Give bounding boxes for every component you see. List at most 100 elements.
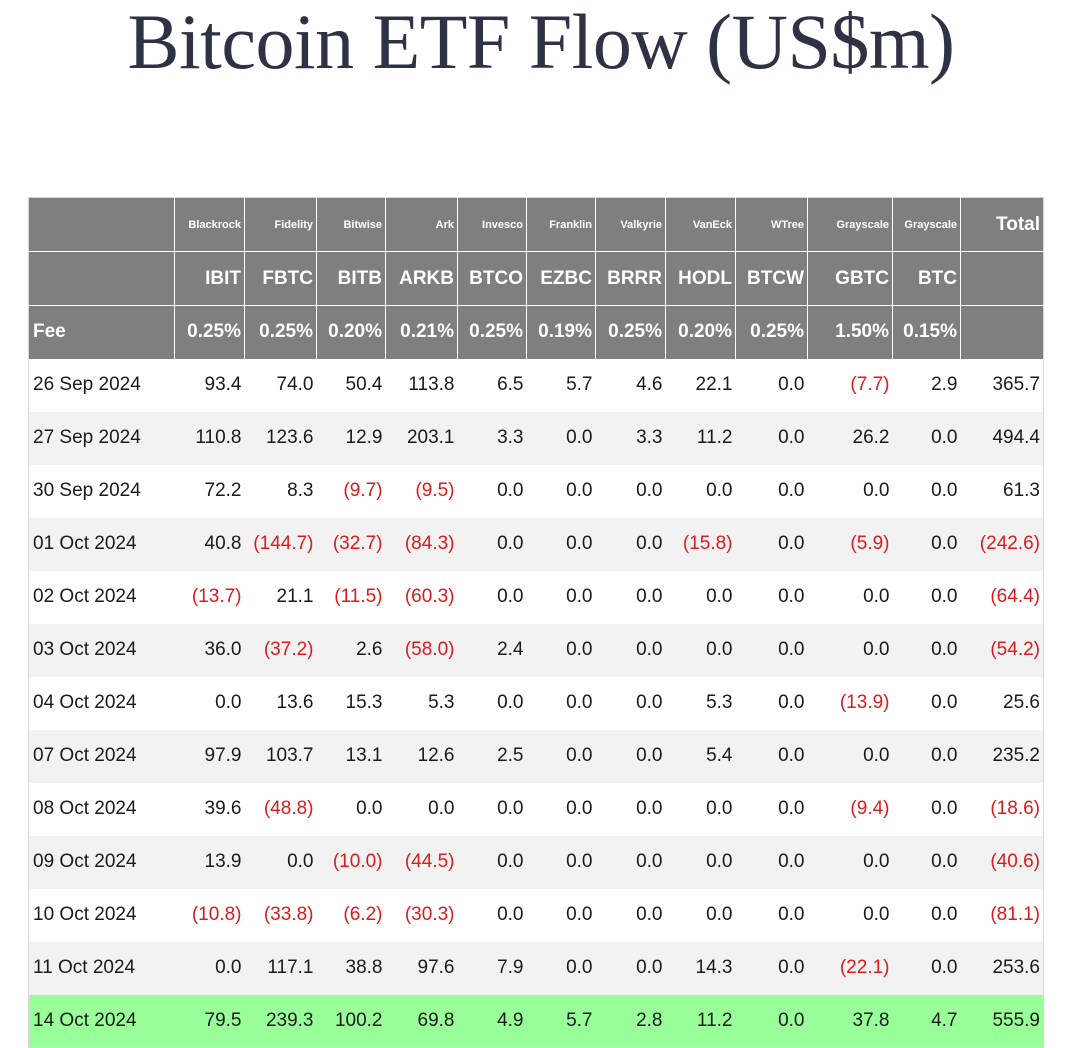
date-cell: 27 Sep 2024: [28, 411, 175, 465]
flow-cell: 36.0: [174, 623, 245, 677]
total-cell: 25.6: [960, 676, 1044, 730]
blank-header-cell: [960, 305, 1044, 359]
flow-cell: 0.0: [735, 570, 808, 624]
ticker-cell: BITB: [316, 251, 386, 306]
flow-cell: 0.0: [526, 464, 596, 518]
provider-header-row: Blackrock Fidelity Bitwise Ark Invesco F…: [28, 197, 1044, 252]
flow-cell: 0.0: [735, 623, 808, 677]
provider-cell: Blackrock: [174, 197, 245, 252]
flow-cell: 0.0: [665, 782, 736, 836]
flow-cell: 3.3: [595, 411, 666, 465]
flow-cell: (10.0): [316, 835, 386, 889]
flow-cell: 4.6: [595, 358, 666, 412]
date-cell: 01 Oct 2024: [28, 517, 175, 571]
flow-cell: (7.7): [807, 358, 893, 412]
flow-cell: 8.3: [244, 464, 317, 518]
fee-cell: 0.25%: [174, 305, 245, 359]
date-cell: 09 Oct 2024: [28, 835, 175, 889]
flow-cell: (32.7): [316, 517, 386, 571]
flow-cell: 0.0: [526, 888, 596, 942]
ticker-header-row: IBIT FBTC BITB ARKB BTCO EZBC BRRR HODL …: [28, 251, 1044, 306]
flow-cell: 203.1: [385, 411, 458, 465]
table-row: 01 Oct 2024 40.8 (144.7) (32.7) (84.3) 0.0 0.0…: [28, 517, 1044, 571]
flow-cell: 50.4: [316, 358, 386, 412]
flow-cell: 0.0: [526, 676, 596, 730]
ticker-cell: HODL: [665, 251, 736, 306]
flow-cell: 0.0: [735, 517, 808, 571]
ticker-cell: BTCW: [735, 251, 808, 306]
flow-cell: 0.0: [892, 835, 961, 889]
flow-cell: (6.2): [316, 888, 386, 942]
total-cell: (64.4): [960, 570, 1044, 624]
total-cell: 555.9: [960, 994, 1044, 1048]
flow-cell: 0.0: [892, 517, 961, 571]
flow-cell: 0.0: [735, 676, 808, 730]
flow-cell: 0.0: [526, 729, 596, 783]
ticker-cell: BTCO: [457, 251, 527, 306]
total-cell: (18.6): [960, 782, 1044, 836]
flow-cell: (15.8): [665, 517, 736, 571]
flow-cell: 0.0: [595, 941, 666, 995]
table-row: 09 Oct 2024 13.9 0.0 (10.0) (44.5) 0.0 0.0 0.0 0…: [28, 835, 1044, 889]
flow-cell: 2.5: [457, 729, 527, 783]
provider-cell: Grayscale: [892, 197, 961, 252]
flow-cell: 0.0: [892, 411, 961, 465]
flow-cell: 69.8: [385, 994, 458, 1048]
flow-cell: 13.1: [316, 729, 386, 783]
flow-cell: 0.0: [735, 358, 808, 412]
date-cell: 08 Oct 2024: [28, 782, 175, 836]
flow-cell: 2.6: [316, 623, 386, 677]
flow-cell: 0.0: [595, 782, 666, 836]
flow-cell: (9.5): [385, 464, 458, 518]
date-cell: 26 Sep 2024: [28, 358, 175, 412]
flow-cell: (84.3): [385, 517, 458, 571]
flow-cell: 0.0: [892, 464, 961, 518]
flow-cell: 123.6: [244, 411, 317, 465]
flow-cell: 0.0: [735, 411, 808, 465]
total-header: Total: [960, 197, 1044, 252]
flow-cell: 2.8: [595, 994, 666, 1048]
flow-cell: (9.7): [316, 464, 386, 518]
table-row: 30 Sep 2024 72.2 8.3 (9.7) (9.5) 0.0 0.0 0.0 0.0…: [28, 464, 1044, 518]
flow-cell: 22.1: [665, 358, 736, 412]
flow-cell: 0.0: [457, 517, 527, 571]
provider-cell: Franklin: [526, 197, 596, 252]
flow-cell: (33.8): [244, 888, 317, 942]
blank-header-cell: [28, 197, 175, 252]
flow-cell: 97.6: [385, 941, 458, 995]
flow-cell: 26.2: [807, 411, 893, 465]
flow-cell: 0.0: [595, 729, 666, 783]
flow-cell: 0.0: [735, 729, 808, 783]
table-row: 02 Oct 2024 (13.7) 21.1 (11.5) (60.3) 0.0 0.0 0…: [28, 570, 1044, 624]
flow-cell: (48.8): [244, 782, 317, 836]
date-cell: 07 Oct 2024: [28, 729, 175, 783]
flow-cell: 5.4: [665, 729, 736, 783]
flow-cell: 0.0: [665, 835, 736, 889]
flow-cell: 7.9: [457, 941, 527, 995]
total-cell: 253.6: [960, 941, 1044, 995]
flow-cell: 117.1: [244, 941, 317, 995]
flow-cell: 0.0: [595, 570, 666, 624]
flow-cell: (144.7): [244, 517, 317, 571]
flow-cell: 6.5: [457, 358, 527, 412]
flow-cell: 0.0: [595, 835, 666, 889]
ticker-cell: BRRR: [595, 251, 666, 306]
flow-cell: 0.0: [735, 994, 808, 1048]
flow-cell: 12.9: [316, 411, 386, 465]
table-row: 27 Sep 2024 110.8 123.6 12.9 203.1 3.3 0.0 3.3 1…: [28, 411, 1044, 465]
flow-cell: 0.0: [892, 729, 961, 783]
flow-cell: 0.0: [735, 835, 808, 889]
date-cell: 04 Oct 2024: [28, 676, 175, 730]
flow-cell: 15.3: [316, 676, 386, 730]
flow-cell: 13.9: [174, 835, 245, 889]
total-cell: 365.7: [960, 358, 1044, 412]
flow-cell: (13.7): [174, 570, 245, 624]
flow-cell: 113.8: [385, 358, 458, 412]
flow-cell: (60.3): [385, 570, 458, 624]
flow-cell: 0.0: [892, 888, 961, 942]
flow-cell: (22.1): [807, 941, 893, 995]
flow-cell: 74.0: [244, 358, 317, 412]
table-row: 14 Oct 2024 79.5 239.3 100.2 69.8 4.9 5.7 2.8 11…: [28, 994, 1044, 1048]
flow-cell: 21.1: [244, 570, 317, 624]
flow-cell: 0.0: [892, 570, 961, 624]
